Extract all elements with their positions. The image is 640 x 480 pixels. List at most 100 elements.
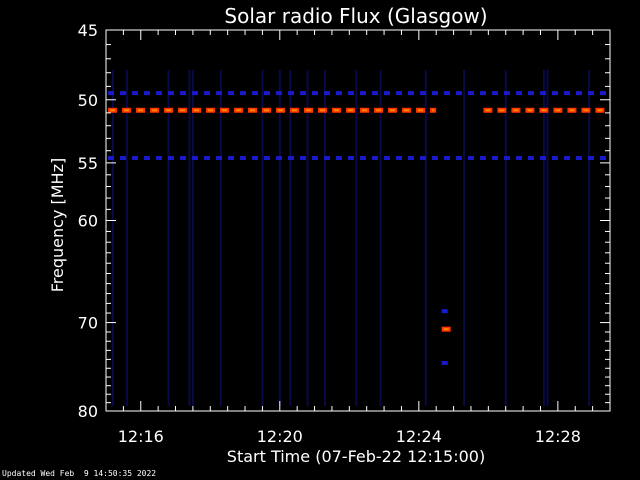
band-segment bbox=[240, 156, 246, 161]
band-segment bbox=[372, 91, 378, 96]
band-segment-core bbox=[569, 109, 575, 112]
band-segment-core bbox=[362, 109, 367, 112]
band-segment bbox=[108, 156, 114, 161]
band-segment bbox=[360, 156, 366, 161]
band-segment bbox=[336, 91, 342, 96]
band-segment bbox=[444, 91, 450, 96]
faint-streak bbox=[191, 70, 194, 406]
plot-layer bbox=[106, 30, 610, 411]
band-segment-core bbox=[250, 109, 255, 112]
band-segment bbox=[396, 91, 402, 96]
band-segment bbox=[156, 91, 162, 96]
band-segment bbox=[144, 156, 150, 161]
band-segment bbox=[240, 91, 246, 96]
band-segment bbox=[132, 156, 138, 161]
emission-band bbox=[108, 107, 437, 113]
band-segment-core bbox=[597, 109, 603, 112]
band-segment-core bbox=[152, 109, 157, 112]
band-segment bbox=[456, 91, 462, 96]
band-segment bbox=[600, 156, 606, 161]
band-segment bbox=[552, 91, 558, 96]
faint-streak bbox=[424, 70, 427, 406]
band-segment bbox=[300, 91, 306, 96]
band-segment bbox=[504, 156, 510, 161]
faint-streak bbox=[111, 70, 114, 406]
band-segment bbox=[192, 91, 198, 96]
x-tick-label: 12:20 bbox=[257, 427, 303, 446]
band-segment bbox=[324, 156, 330, 161]
band-segment bbox=[228, 156, 234, 161]
band-segment bbox=[360, 91, 366, 96]
band-segment bbox=[348, 91, 354, 96]
band-segment-core bbox=[320, 109, 325, 112]
y-tick-label: 55 bbox=[78, 154, 98, 173]
band-segment bbox=[480, 156, 486, 161]
band-segment-core bbox=[306, 109, 311, 112]
band-segment-core bbox=[541, 109, 547, 112]
band-segment-core bbox=[222, 109, 227, 112]
band-segment bbox=[288, 91, 294, 96]
band-segment bbox=[216, 156, 222, 161]
band-segment bbox=[540, 156, 546, 161]
faint-streak bbox=[188, 70, 191, 406]
faint-streak bbox=[588, 70, 591, 406]
band-segment bbox=[300, 156, 306, 161]
burst-feature bbox=[441, 326, 451, 332]
y-axis-label: Frequency [MHz] bbox=[48, 158, 67, 292]
band-segment bbox=[372, 156, 378, 161]
emission-band bbox=[483, 107, 605, 113]
x-tick-label: 12:28 bbox=[535, 427, 581, 446]
faint-streak bbox=[463, 70, 466, 406]
band-segment-core bbox=[110, 109, 115, 112]
band-segment bbox=[396, 156, 402, 161]
band-segment bbox=[252, 156, 258, 161]
updated-timestamp: Updated Wed Feb 9 14:50:35 2022 bbox=[2, 469, 157, 478]
chart-title: Solar radio Flux (Glasgow) bbox=[224, 4, 487, 28]
band-segment bbox=[168, 91, 174, 96]
band-segment bbox=[492, 156, 498, 161]
band-segment bbox=[432, 91, 438, 96]
band-segment bbox=[552, 156, 558, 161]
band-segment-core bbox=[236, 109, 241, 112]
band-segment bbox=[504, 91, 510, 96]
band-segment-core bbox=[583, 109, 589, 112]
band-segment bbox=[468, 156, 474, 161]
band-segment-core bbox=[138, 109, 143, 112]
band-segment-core bbox=[404, 109, 409, 112]
band-segment bbox=[540, 91, 546, 96]
band-segment bbox=[180, 156, 186, 161]
faint-streak bbox=[323, 70, 326, 406]
band-segment-core bbox=[194, 109, 199, 112]
faint-streak bbox=[546, 70, 549, 406]
faint-streak bbox=[542, 70, 545, 406]
band-segment-core bbox=[513, 109, 519, 112]
faint-streak bbox=[219, 70, 222, 406]
band-segment-core bbox=[432, 109, 435, 112]
x-tick-label: 12:24 bbox=[396, 427, 442, 446]
band-segment-core bbox=[485, 109, 491, 112]
band-segment-core bbox=[418, 109, 423, 112]
band-segment bbox=[441, 309, 448, 314]
band-segment bbox=[132, 91, 138, 96]
band-segment-core bbox=[124, 109, 129, 112]
band-segment bbox=[516, 91, 522, 96]
band-segment-core bbox=[555, 109, 561, 112]
y-tick-label: 45 bbox=[78, 21, 98, 40]
band-segment bbox=[204, 156, 210, 161]
band-segment bbox=[384, 91, 390, 96]
band-segment bbox=[216, 91, 222, 96]
band-segment bbox=[144, 91, 150, 96]
band-segment-core bbox=[334, 109, 339, 112]
band-segment bbox=[312, 156, 318, 161]
band-segment-core bbox=[292, 109, 297, 112]
band-segment-core bbox=[499, 109, 505, 112]
band-segment-core bbox=[443, 328, 449, 331]
y-tick-label: 70 bbox=[78, 314, 98, 333]
band-segment bbox=[324, 91, 330, 96]
band-segment bbox=[420, 156, 426, 161]
band-segment bbox=[180, 91, 186, 96]
band-segment bbox=[444, 156, 450, 161]
band-segment bbox=[264, 91, 270, 96]
band-segment bbox=[468, 91, 474, 96]
